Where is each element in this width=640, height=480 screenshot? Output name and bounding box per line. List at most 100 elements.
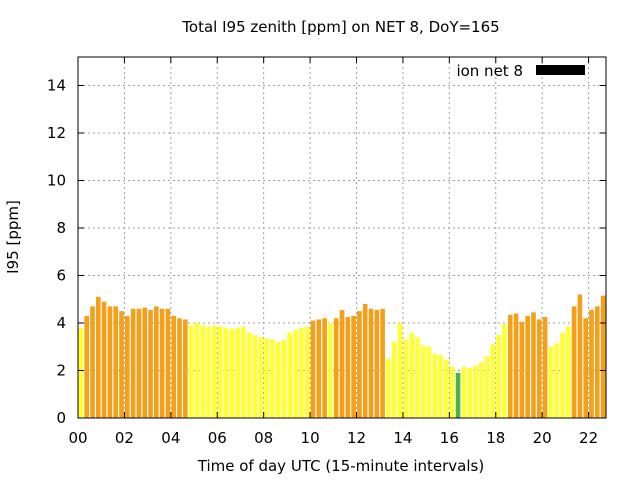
bar <box>397 323 403 418</box>
x-tick-label: 06 <box>208 429 227 447</box>
bar <box>490 344 496 418</box>
bar <box>525 315 530 418</box>
grid-lines <box>78 57 606 418</box>
bar <box>148 309 153 418</box>
legend-label: ion net 8 <box>456 62 523 80</box>
bar <box>415 337 420 418</box>
bar <box>281 339 287 418</box>
bar <box>223 327 229 418</box>
bar <box>548 346 554 418</box>
bar <box>119 311 124 418</box>
plot-border <box>77 56 607 419</box>
bar <box>229 328 235 418</box>
bar <box>264 338 269 418</box>
bar <box>565 326 571 418</box>
bar <box>171 315 177 418</box>
bar <box>444 359 449 418</box>
bar <box>449 366 455 418</box>
y-axis-label: I95 [ppm] <box>4 200 22 274</box>
bar <box>275 342 281 418</box>
bar <box>432 353 438 418</box>
bar <box>542 317 548 418</box>
x-tick-label: 02 <box>115 429 134 447</box>
bar <box>403 339 409 418</box>
bar <box>107 306 113 418</box>
bar <box>351 315 356 418</box>
x-tick-label: 18 <box>486 429 505 447</box>
bar <box>333 318 339 418</box>
axis-ticks <box>77 57 606 419</box>
bar <box>241 326 246 418</box>
y-tick-label: 12 <box>47 124 66 142</box>
bar <box>345 317 351 418</box>
x-tick-label: 00 <box>68 429 87 447</box>
bar <box>339 309 345 418</box>
bar <box>438 355 443 418</box>
bar <box>420 345 426 418</box>
bars <box>78 294 606 418</box>
bar <box>507 314 513 418</box>
bar <box>409 332 414 418</box>
bar <box>461 366 467 418</box>
bar <box>380 308 385 418</box>
x-tick-label: 14 <box>393 429 412 447</box>
bar <box>328 323 333 418</box>
bar <box>531 312 536 418</box>
bar <box>235 327 240 418</box>
bar <box>177 318 182 418</box>
x-tick-label: 16 <box>440 429 459 447</box>
y-tick-label: 10 <box>47 172 66 190</box>
bar <box>142 307 148 418</box>
bar <box>554 343 560 418</box>
bar <box>252 334 258 418</box>
bar <box>536 319 542 418</box>
legend: ion net 8 <box>456 62 585 80</box>
bar <box>357 311 362 418</box>
bar <box>426 346 432 418</box>
x-tick-label: 22 <box>579 429 598 447</box>
bar <box>159 308 165 418</box>
bar <box>473 365 478 418</box>
bar <box>455 372 461 418</box>
bar <box>391 342 397 418</box>
bar <box>513 313 519 418</box>
bar <box>217 326 223 418</box>
bar <box>467 368 472 418</box>
y-tick-label: 4 <box>56 314 66 332</box>
bar <box>386 358 391 418</box>
bar <box>188 325 194 418</box>
bar <box>571 306 577 418</box>
y-tick-label: 0 <box>56 409 66 427</box>
bar <box>194 323 200 418</box>
bar <box>374 309 380 418</box>
bar <box>560 332 565 418</box>
bar <box>78 327 84 418</box>
y-tick-label: 6 <box>56 267 66 285</box>
bar <box>484 356 490 418</box>
bar <box>322 318 327 418</box>
x-tick-label: 12 <box>347 429 366 447</box>
bar <box>136 308 142 418</box>
bar <box>287 332 293 418</box>
bar <box>368 308 374 418</box>
x-tick-label: 04 <box>161 429 180 447</box>
bar <box>246 332 252 418</box>
bar <box>310 320 316 418</box>
bar <box>154 306 159 418</box>
bar <box>583 318 589 418</box>
bar <box>130 308 136 418</box>
bar <box>258 337 264 418</box>
y-tick-label: 2 <box>56 362 66 380</box>
x-tick-label: 08 <box>254 429 273 447</box>
y-tick-labels: 0 2 4 6 8 10 12 14 <box>47 77 66 428</box>
bar <box>519 321 525 418</box>
legend-swatch <box>536 65 585 75</box>
x-tick-labels: 00 02 04 06 08 10 12 14 16 18 20 22 <box>68 429 598 447</box>
bar <box>478 362 484 418</box>
bar <box>577 294 583 418</box>
bar <box>589 309 594 418</box>
bar <box>600 295 606 418</box>
bar <box>594 306 600 418</box>
bar <box>95 296 101 418</box>
